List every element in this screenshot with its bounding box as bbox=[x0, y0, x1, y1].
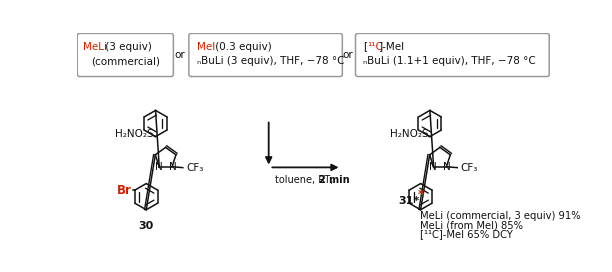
Text: (commercial): (commercial) bbox=[91, 56, 160, 66]
Text: H₂NO₂S: H₂NO₂S bbox=[116, 129, 154, 139]
Text: or: or bbox=[342, 50, 353, 60]
FancyBboxPatch shape bbox=[189, 33, 342, 76]
Text: (0.3 equiv): (0.3 equiv) bbox=[212, 42, 272, 51]
Text: N: N bbox=[155, 162, 162, 172]
Text: *: * bbox=[417, 188, 424, 201]
Text: 31*: 31* bbox=[398, 196, 419, 206]
Text: CF₃: CF₃ bbox=[186, 163, 203, 174]
Text: N: N bbox=[429, 162, 437, 172]
Text: toluene, RT,: toluene, RT, bbox=[275, 175, 337, 185]
Text: ₙBuLi (3 equiv), THF, −78 °C: ₙBuLi (3 equiv), THF, −78 °C bbox=[196, 56, 344, 66]
Text: N: N bbox=[169, 162, 177, 172]
Text: H₂NO₂S: H₂NO₂S bbox=[390, 129, 428, 139]
Text: or: or bbox=[174, 50, 185, 60]
Text: MeLi (commercial, 3 equiv) 91%: MeLi (commercial, 3 equiv) 91% bbox=[420, 211, 580, 221]
Text: 2 min: 2 min bbox=[319, 175, 349, 185]
Text: MeLi: MeLi bbox=[83, 42, 108, 51]
Text: 30: 30 bbox=[139, 221, 154, 231]
Text: (3 equiv): (3 equiv) bbox=[102, 42, 152, 51]
Text: Br: Br bbox=[117, 184, 132, 197]
FancyBboxPatch shape bbox=[77, 33, 173, 76]
Text: MeI: MeI bbox=[196, 42, 215, 51]
Text: N: N bbox=[443, 162, 451, 172]
Text: ₙBuLi (1.1+1 equiv), THF, −78 °C: ₙBuLi (1.1+1 equiv), THF, −78 °C bbox=[364, 56, 536, 66]
Text: [: [ bbox=[364, 42, 367, 51]
Text: CF₃: CF₃ bbox=[460, 163, 478, 174]
Text: ]-MeI: ]-MeI bbox=[379, 42, 405, 51]
Text: ¹¹C: ¹¹C bbox=[367, 42, 383, 51]
Text: [¹¹C]-Mel 65% DCY: [¹¹C]-Mel 65% DCY bbox=[420, 228, 513, 239]
Text: MeLi (from Mel) 85%: MeLi (from Mel) 85% bbox=[420, 220, 523, 230]
FancyBboxPatch shape bbox=[356, 33, 549, 76]
